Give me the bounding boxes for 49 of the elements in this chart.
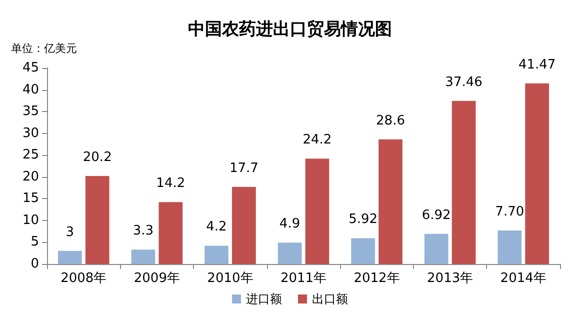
y-tick-label: 0 <box>30 256 39 272</box>
bar <box>204 246 228 264</box>
bar <box>452 100 476 264</box>
y-axis-title: 单位：亿美元 <box>11 42 77 55</box>
data-label: 24.2 <box>302 132 332 148</box>
data-label: 7.70 <box>495 204 524 220</box>
x-tick-label: 2009年 <box>134 271 180 286</box>
y-tick-label: 45 <box>22 60 39 76</box>
bar <box>131 250 156 264</box>
data-label: 3.3 <box>132 224 154 239</box>
x-tick-label: 2008年 <box>60 271 107 286</box>
data-label: 28.6 <box>376 113 405 128</box>
y-tick-label: 30 <box>22 126 39 141</box>
bar <box>158 202 183 264</box>
data-label: 3 <box>66 224 74 240</box>
x-tick-label: 2011年 <box>280 271 327 286</box>
data-label: 6.92 <box>422 208 451 223</box>
data-label: 4.2 <box>206 220 227 235</box>
bar <box>525 83 550 264</box>
y-tick-label: 25 <box>22 148 39 163</box>
data-label: 14.2 <box>156 176 186 192</box>
x-tick-label: 2012年 <box>354 271 400 286</box>
bar <box>378 139 402 264</box>
bar <box>85 176 110 264</box>
legend-label: 出口额 <box>312 292 348 306</box>
y-tick-label: 5 <box>30 234 39 250</box>
legend-label: 进口额 <box>246 292 282 306</box>
bar <box>498 230 522 264</box>
bar <box>305 158 330 264</box>
y-tick-label: 15 <box>22 191 39 206</box>
bar <box>424 234 448 264</box>
chart-title: 中国农药进出口贸易情况图 <box>188 20 392 40</box>
y-tick-label: 40 <box>22 82 39 98</box>
data-label: 5.92 <box>348 212 378 228</box>
y-tick-label: 20 <box>22 169 39 184</box>
data-label: 4.9 <box>279 216 300 232</box>
y-tick-label: 10 <box>22 212 39 228</box>
x-tick-label: 2013年 <box>427 271 474 286</box>
data-label: 41.47 <box>518 57 556 72</box>
bar <box>278 242 302 264</box>
y-tick-label: 35 <box>22 104 39 120</box>
bar <box>232 186 256 264</box>
data-label: 37.46 <box>445 74 482 90</box>
data-label: 20.2 <box>82 150 112 166</box>
x-tick-label: 2010年 <box>207 271 254 286</box>
x-tick-label: 2014年 <box>500 271 546 286</box>
bar <box>351 238 375 264</box>
bar <box>58 250 82 264</box>
data-label: 17.7 <box>229 160 258 176</box>
